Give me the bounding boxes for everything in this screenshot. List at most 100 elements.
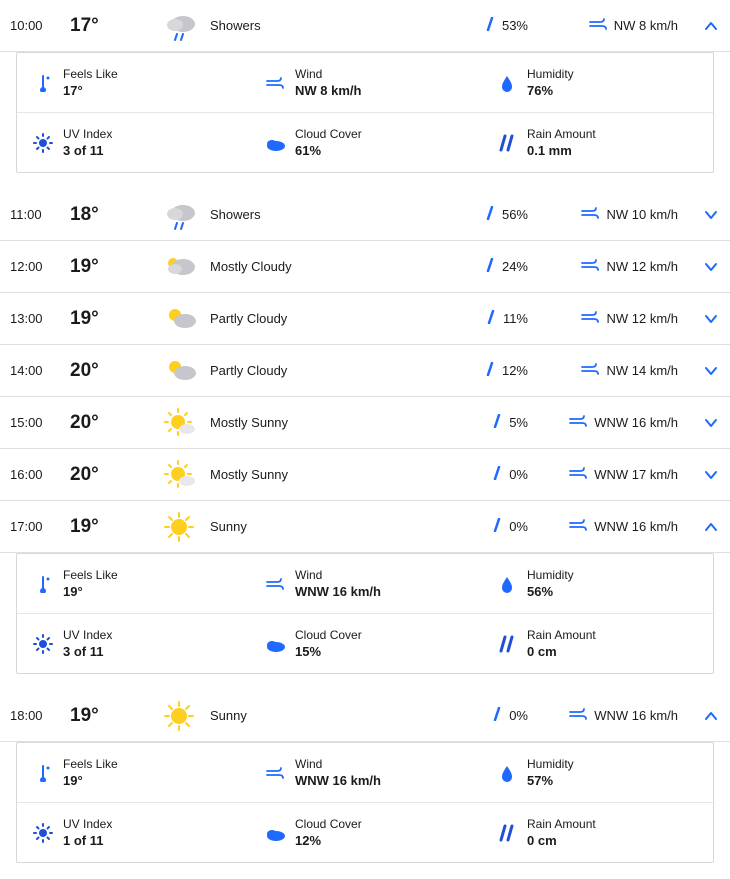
detail-feels-like: Feels Like 19° — [17, 554, 249, 613]
wind-value: WNW 16 km/h — [594, 708, 678, 723]
detail-label: Cloud Cover — [295, 628, 362, 642]
feels-like-icon — [33, 74, 53, 92]
precip-value: 0% — [509, 519, 528, 534]
expand-toggle[interactable] — [678, 260, 718, 274]
detail-label: Feels Like — [63, 568, 118, 582]
hour-wind: NW 12 km/h — [528, 258, 678, 275]
hour-temp: 20° — [70, 412, 150, 434]
precip-value: 53% — [502, 18, 528, 33]
hour-precip: 11% — [428, 310, 528, 327]
hour-row[interactable]: 14:00 20° Partly Cloudy 12% NW 14 km/h — [0, 345, 730, 397]
wind-icon — [265, 766, 285, 780]
detail-label: Humidity — [527, 568, 574, 582]
feels-like-icon — [33, 575, 53, 593]
wind-value: WNW 17 km/h — [594, 467, 678, 482]
expand-toggle[interactable] — [678, 19, 718, 33]
detail-label: Humidity — [527, 67, 574, 81]
expand-toggle[interactable] — [678, 312, 718, 326]
detail-rain-amount: Rain Amount 0 cm — [481, 802, 713, 862]
condition-icon — [150, 355, 210, 387]
precip-icon — [493, 707, 503, 724]
wind-icon — [588, 17, 608, 34]
precip-icon — [486, 362, 496, 379]
uv-index-icon — [33, 823, 53, 843]
hour-time: 18:00 — [10, 708, 70, 723]
detail-label: Rain Amount — [527, 127, 596, 141]
rain-amount-icon — [497, 824, 517, 842]
hour-wind: WNW 16 km/h — [528, 414, 678, 431]
detail-wind: Wind WNW 16 km/h — [249, 743, 481, 802]
hour-detail-panel: Feels Like 19° Wind WNW 16 km/h Humidity… — [16, 553, 714, 674]
detail-label: Rain Amount — [527, 817, 596, 831]
rain-amount-icon — [497, 635, 517, 653]
hour-condition: Partly Cloudy — [210, 311, 428, 326]
hour-condition: Mostly Cloudy — [210, 259, 428, 274]
hour-time: 11:00 — [10, 207, 70, 222]
detail-cloud-cover: Cloud Cover 15% — [249, 613, 481, 673]
hour-condition: Sunny — [210, 519, 428, 534]
hour-precip: 12% — [428, 362, 528, 379]
feels-like-icon — [33, 764, 53, 782]
hour-row[interactable]: 12:00 19° Mostly Cloudy 24% NW 12 km/h — [0, 241, 730, 293]
hour-precip: 0% — [428, 707, 528, 724]
hour-wind: NW 8 km/h — [528, 17, 678, 34]
hour-wind: NW 12 km/h — [528, 310, 678, 327]
expand-toggle[interactable] — [678, 416, 718, 430]
wind-icon — [568, 707, 588, 724]
wind-value: NW 10 km/h — [606, 207, 678, 222]
detail-value: 15% — [295, 644, 362, 659]
detail-label: Wind — [295, 568, 381, 582]
precip-icon — [493, 414, 503, 431]
precip-value: 24% — [502, 259, 528, 274]
condition-icon — [150, 303, 210, 335]
hour-time: 13:00 — [10, 311, 70, 326]
wind-icon — [568, 414, 588, 431]
wind-icon — [265, 577, 285, 591]
detail-value: 57% — [527, 773, 574, 788]
precip-icon — [486, 258, 496, 275]
hour-row[interactable]: 18:00 19° Sunny 0% WNW 16 km/h — [0, 690, 730, 742]
precip-icon — [487, 310, 497, 327]
hour-condition: Mostly Sunny — [210, 467, 428, 482]
condition-icon — [150, 10, 210, 42]
detail-label: UV Index — [63, 817, 112, 831]
hour-precip: 53% — [428, 17, 528, 34]
expand-toggle[interactable] — [678, 520, 718, 534]
detail-feels-like: Feels Like 19° — [17, 743, 249, 802]
expand-toggle[interactable] — [678, 709, 718, 723]
detail-label: Wind — [295, 757, 381, 771]
precip-icon — [493, 518, 503, 535]
expand-toggle[interactable] — [678, 208, 718, 222]
detail-label: UV Index — [63, 127, 112, 141]
detail-value: WNW 16 km/h — [295, 584, 381, 599]
detail-value: 0 cm — [527, 644, 596, 659]
precip-icon — [486, 206, 496, 223]
precip-value: 11% — [503, 311, 528, 326]
detail-rain-amount: Rain Amount 0.1 mm — [481, 112, 713, 172]
hour-wind: WNW 16 km/h — [528, 707, 678, 724]
detail-cloud-cover: Cloud Cover 12% — [249, 802, 481, 862]
hour-temp: 18° — [70, 204, 150, 226]
hour-row[interactable]: 16:00 20° Mostly Sunny 0% WNW 17 km/h — [0, 449, 730, 501]
expand-toggle[interactable] — [678, 364, 718, 378]
precip-value: 5% — [509, 415, 528, 430]
humidity-icon — [497, 74, 517, 92]
detail-value: 76% — [527, 83, 574, 98]
hour-temp: 20° — [70, 464, 150, 486]
hour-row[interactable]: 10:00 17° Showers 53% NW 8 km/h — [0, 0, 730, 52]
hour-row[interactable]: 15:00 20° Mostly Sunny 5% WNW 16 km/h — [0, 397, 730, 449]
hour-condition: Showers — [210, 18, 428, 33]
hour-precip: 5% — [428, 414, 528, 431]
detail-label: Cloud Cover — [295, 127, 362, 141]
expand-toggle[interactable] — [678, 468, 718, 482]
hour-row[interactable]: 11:00 18° Showers 56% NW 10 km/h — [0, 189, 730, 241]
uv-index-icon — [33, 133, 53, 153]
hour-row[interactable]: 13:00 19° Partly Cloudy 11% NW 12 km/h — [0, 293, 730, 345]
detail-rain-amount: Rain Amount 0 cm — [481, 613, 713, 673]
detail-value: 3 of 11 — [63, 143, 112, 158]
detail-label: Cloud Cover — [295, 817, 362, 831]
hour-row[interactable]: 17:00 19° Sunny 0% WNW 16 km/h — [0, 501, 730, 553]
precip-icon — [486, 17, 496, 34]
hour-time: 10:00 — [10, 18, 70, 33]
detail-label: Feels Like — [63, 67, 118, 81]
